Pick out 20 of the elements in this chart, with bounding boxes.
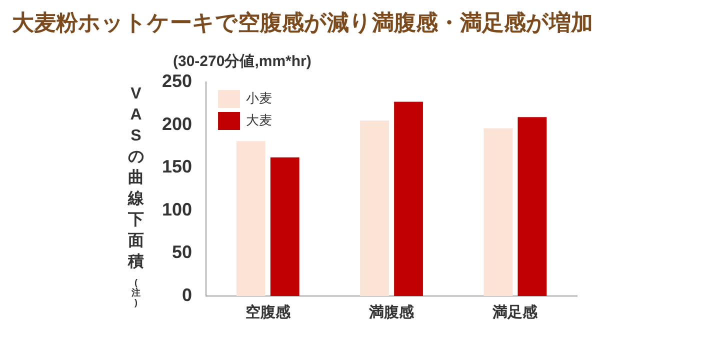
- y-tick-label: 100: [162, 199, 192, 220]
- text: VASの曲線下面積(注): [128, 85, 144, 308]
- bar: [484, 128, 513, 296]
- bar: [270, 157, 300, 296]
- x-tick-label: 満足感: [492, 304, 539, 322]
- x-tick-label: 空腹感: [245, 303, 292, 322]
- y-tick-label: 250: [162, 70, 192, 91]
- bar: [360, 120, 389, 296]
- chart-subtitle: (30-270分値,mm*hr): [173, 53, 312, 70]
- y-tick-label: 0: [182, 284, 192, 305]
- bar: [518, 117, 547, 296]
- y-tick-label: 150: [162, 156, 192, 177]
- legend-label: 大麦: [246, 112, 272, 128]
- legend-label: 小麦: [246, 90, 272, 106]
- bar: [236, 141, 266, 296]
- y-tick-label: 50: [172, 242, 192, 262]
- chart-title: 大麦粉ホットケーキで空腹感が減り満腹感・満足感が増加: [12, 9, 594, 37]
- bar: [394, 102, 423, 296]
- y-tick-label: 200: [162, 114, 192, 134]
- x-tick-label: 満腹感: [368, 304, 416, 322]
